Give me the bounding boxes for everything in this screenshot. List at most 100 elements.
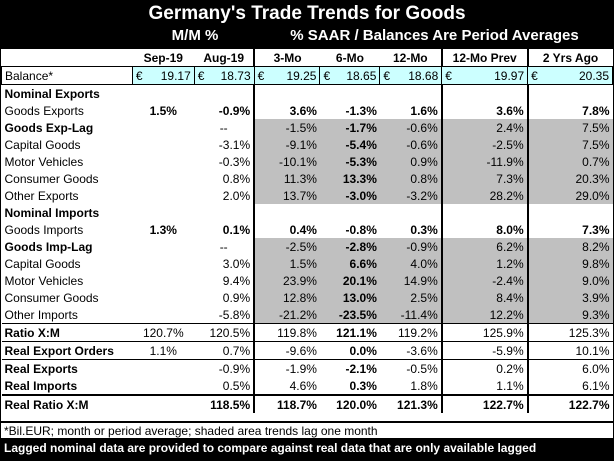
data-cell: -1.7% — [319, 119, 380, 136]
data-cell — [319, 84, 380, 102]
data-cell — [132, 187, 194, 204]
data-cell: 3.6% — [253, 102, 320, 119]
data-cell: -0.9% — [194, 359, 255, 377]
data-cell: 9.3% — [526, 306, 613, 324]
trade-data-table: Sep-19 Aug-19 3-Mo 6-Mo 12-Mo 12-Mo Prev… — [1, 49, 613, 413]
table-row: Capital Goods -3.1% -9.1% -5.4% -0.6% -2.5% 7.… — [2, 136, 613, 153]
currency-symbol: € — [197, 68, 205, 83]
balance-value: 19.97 — [494, 68, 525, 83]
data-cell: 4.6% — [253, 377, 320, 395]
data-cell: 0.3% — [410, 222, 438, 237]
row-label: Other Exports — [4, 188, 79, 203]
table-row: Goods Exp-Lag -- -1.5% -1.7% -0.6% 2.4% 7.5% — [2, 119, 613, 136]
data-cell: -5.3% — [319, 153, 380, 170]
data-cell: -0.3% — [218, 154, 251, 169]
currency-symbol: € — [323, 68, 331, 83]
row-label: Motor Vehicles — [4, 154, 84, 169]
table-row: Nominal Exports — [1, 84, 613, 102]
data-cell: -- — [219, 120, 228, 135]
table-row: Goods Exports 1.5% -0.9% 3.6% -1.3% 1.6% 3.6% 7… — [2, 102, 613, 119]
data-cell: 125.9% — [440, 323, 528, 342]
balance-value: 20.35 — [578, 68, 609, 83]
data-cell — [132, 255, 194, 272]
balance-cell: €20.35 — [527, 66, 613, 85]
row-label: Motor Vehicles — [4, 273, 84, 288]
data-cell: 1.3% — [149, 222, 177, 237]
data-cell — [320, 204, 380, 221]
data-cell: -11.9% — [440, 153, 528, 170]
col-header: 6-Mo — [319, 49, 380, 67]
data-cell: 9.0% — [526, 272, 613, 289]
data-cell: 121.1% — [319, 323, 380, 342]
data-cell: 1.1% — [440, 377, 528, 395]
data-cell: -3.0% — [319, 187, 380, 204]
table-row: Other Exports 2.0% 13.7% -3.0% -3.2% 28.2% 29.… — [2, 187, 613, 204]
table-row: Goods Imports 1.3% 0.1% 0.4% -0.8% 0.3% 8.0% 7.… — [2, 221, 613, 238]
data-cell — [132, 119, 194, 136]
data-cell: 118.7% — [253, 394, 320, 413]
data-cell — [132, 204, 194, 221]
row-label: Goods Imp-Lag — [4, 239, 93, 254]
data-cell: 3.0% — [222, 256, 251, 271]
data-cell: 7.3% — [526, 221, 613, 238]
data-cell — [194, 84, 255, 102]
data-cell: -2.5% — [440, 136, 528, 153]
balance-cell: €19.25 — [253, 66, 321, 85]
data-cell: 119.2% — [379, 323, 442, 342]
currency-symbol: € — [531, 68, 538, 83]
data-cell: 8.2% — [526, 238, 613, 255]
data-cell: -2.4% — [440, 272, 528, 289]
data-cell — [132, 170, 194, 187]
data-cell: 20.3% — [526, 170, 613, 187]
data-cell: -0.8% — [345, 222, 377, 237]
data-cell — [526, 84, 613, 102]
table-row: Real Exports -0.9% -1.9% -2.1% -0.5% 0.2% 6.0% — [1, 359, 613, 377]
table-row: Real Imports 0.5% 4.6% 0.3% 1.8% 1.1% 6.1% — [2, 377, 613, 395]
column-header-row: Sep-19 Aug-19 3-Mo 6-Mo 12-Mo 12-Mo Prev… — [1, 49, 613, 67]
data-cell: 2.4% — [440, 119, 528, 136]
row-label: Nominal Exports — [1, 84, 133, 102]
data-cell: 125.3% — [526, 323, 613, 342]
data-cell: 3.6% — [440, 102, 528, 119]
table-title: Germany's Trade Trends for Goods — [148, 3, 466, 24]
data-cell — [526, 204, 613, 221]
data-cell — [380, 204, 442, 221]
footnote: *Bil.EUR; month or period average; shade… — [1, 421, 614, 439]
data-cell: 7.5% — [526, 119, 613, 136]
data-cell: 6.1% — [526, 377, 613, 395]
data-cell: 1.8% — [410, 378, 438, 393]
table-header: Germany's Trade Trends for Goods M/M % %… — [1, 1, 613, 49]
data-cell: -0.9% — [218, 103, 251, 118]
data-cell: 0.7% — [526, 153, 613, 170]
data-cell: 122.7% — [526, 394, 613, 413]
row-label: Goods Imports — [4, 222, 84, 237]
data-cell — [132, 238, 194, 255]
data-cell: 120.5% — [194, 323, 255, 342]
data-cell: 10.1% — [526, 341, 613, 360]
data-cell: 0.9% — [222, 290, 251, 305]
data-cell: 1.6% — [410, 103, 438, 118]
data-cell — [132, 377, 194, 395]
data-cell: -1.3% — [345, 103, 377, 118]
data-cell: 20.1% — [319, 272, 380, 289]
data-cell: 14.9% — [379, 272, 442, 289]
balance-cell: €19.97 — [441, 66, 529, 85]
row-label: Ratio X:M — [1, 323, 133, 342]
row-label: Goods Exports — [4, 103, 84, 118]
data-cell: 11.3% — [253, 170, 320, 187]
data-cell — [132, 289, 194, 306]
lagged-banner: Lagged nominal data are provided to comp… — [1, 438, 614, 460]
data-cell: -0.9% — [379, 238, 442, 255]
data-cell: 9.8% — [526, 255, 613, 272]
currency-symbol: € — [445, 68, 452, 83]
data-cell: -3.1% — [218, 137, 251, 152]
balance-value: 19.25 — [286, 68, 317, 83]
data-cell: 1.1% — [132, 341, 195, 360]
currency-symbol: € — [135, 68, 143, 83]
data-cell: -2.8% — [319, 238, 380, 255]
table-row: Capital Goods 3.0% 1.5% 6.6% 4.0% 1.2% 9.8% — [2, 255, 613, 272]
data-cell: 23.9% — [253, 272, 320, 289]
data-cell — [194, 204, 254, 221]
data-cell: 4.0% — [379, 255, 442, 272]
data-cell: -5.4% — [319, 136, 380, 153]
